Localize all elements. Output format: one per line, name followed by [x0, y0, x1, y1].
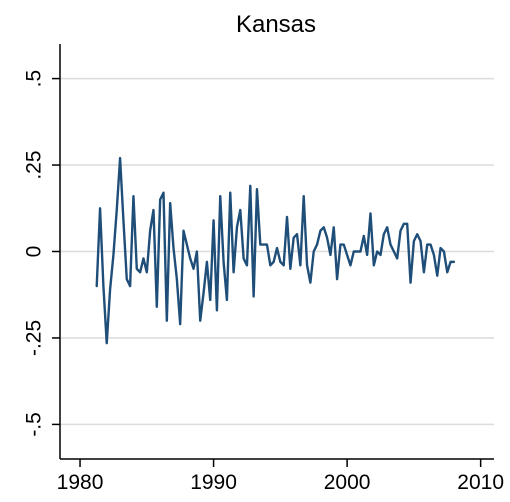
x-tick-label: 1990 — [190, 471, 237, 494]
axes: .5 .25 0 -.25 -.5 1980 1990 2000 2010 — [23, 44, 504, 494]
series-line-0 — [95, 156, 456, 345]
x-tick-label: 2000 — [324, 471, 371, 494]
y-tick-label: -.5 — [23, 412, 46, 437]
x-tick-label: 1980 — [57, 471, 104, 494]
y-tick-label: 0 — [23, 246, 46, 258]
series-layer — [95, 156, 456, 345]
y-tick-label: -.25 — [23, 320, 46, 356]
y-tick-label: .25 — [23, 150, 46, 179]
chart-title: Kansas — [236, 11, 316, 38]
x-tick-label: 2010 — [457, 471, 504, 494]
y-tick-label: .5 — [23, 70, 46, 88]
